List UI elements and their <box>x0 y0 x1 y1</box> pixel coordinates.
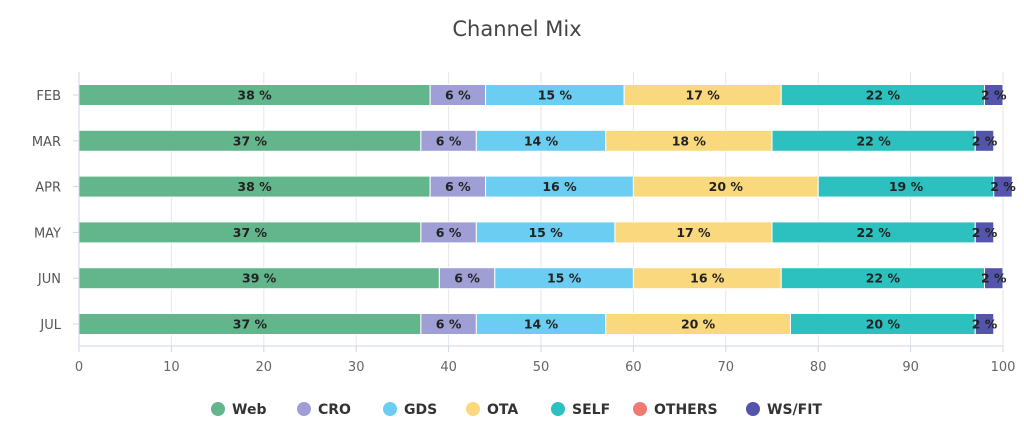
legend-marker <box>466 402 480 416</box>
data-label: 6 % <box>445 88 471 103</box>
legend-label: Web <box>232 402 266 418</box>
legend-marker <box>211 402 225 416</box>
legend-marker <box>746 402 760 416</box>
chart-title: Channel Mix <box>452 17 581 41</box>
data-label: 20 % <box>709 179 744 194</box>
category-label: JUN <box>37 272 61 287</box>
data-label: 14 % <box>524 317 559 332</box>
data-label: 37 % <box>233 225 268 240</box>
data-label: 22 % <box>866 88 901 103</box>
data-label: 22 % <box>866 271 901 286</box>
data-label: 6 % <box>445 179 471 194</box>
legend-label: OTA <box>487 402 518 418</box>
legend-item[interactable]: Web <box>211 402 266 418</box>
data-label: 6 % <box>436 133 462 148</box>
data-label: 38 % <box>237 179 272 194</box>
data-label: 38 % <box>237 88 272 103</box>
data-label: 6 % <box>436 225 462 240</box>
data-label: 22 % <box>856 225 891 240</box>
bar-segment[interactable] <box>993 175 1013 198</box>
bar-segment[interactable] <box>984 267 1004 290</box>
data-label: 16 % <box>690 271 725 286</box>
legend-item[interactable]: OTA <box>466 402 518 418</box>
legend-item[interactable]: GDS <box>383 402 437 418</box>
bars: 38 % 6 % 15 % 17 % 22 % 2 % 37 % 6 % 14 % 18 % 22 … <box>78 84 1016 335</box>
data-label: 17 % <box>676 225 711 240</box>
legend-item[interactable]: OTHERS <box>633 402 718 418</box>
bar-segment[interactable] <box>984 84 1004 106</box>
x-tick-label: 20 <box>256 360 273 375</box>
gridlines <box>78 72 1004 346</box>
legend-item[interactable]: WS/FIT <box>746 402 822 418</box>
data-label: 2 % <box>981 271 1007 286</box>
data-label: 20 % <box>681 317 716 332</box>
x-tick-label: 80 <box>810 360 827 375</box>
x-tick-label: 40 <box>440 360 457 375</box>
data-label: 15 % <box>528 225 563 240</box>
x-tick-label: 90 <box>902 360 919 375</box>
bar-segment[interactable] <box>974 313 995 335</box>
legend-label: CRO <box>318 402 351 418</box>
legend-marker <box>383 402 397 416</box>
legend-marker <box>297 402 311 416</box>
bar-segment[interactable] <box>974 129 995 152</box>
axes: 0 10 20 30 40 50 60 70 80 90 100 FEB MAR APR MAY JUN JUL <box>32 72 1016 375</box>
x-tick-label: 100 <box>991 360 1016 375</box>
data-label: 2 % <box>981 88 1007 103</box>
data-label: 19 % <box>889 179 924 194</box>
legend-item[interactable]: SELF <box>551 402 610 418</box>
data-label: 15 % <box>547 271 582 286</box>
bar-segment[interactable] <box>974 221 995 244</box>
legend-item[interactable]: CRO <box>297 402 351 418</box>
x-tick-label: 60 <box>625 360 642 375</box>
data-label: 2 % <box>972 225 998 240</box>
category-label: FEB <box>36 89 61 104</box>
category-label: MAY <box>34 226 61 241</box>
data-label: 15 % <box>538 88 573 103</box>
category-label: JUL <box>39 318 61 333</box>
data-label: 37 % <box>233 133 268 148</box>
data-label: 22 % <box>856 133 891 148</box>
legend-label: GDS <box>404 402 437 418</box>
data-label: 39 % <box>242 271 277 286</box>
x-tick-label: 0 <box>75 360 83 375</box>
data-label: 16 % <box>542 179 577 194</box>
x-tick-label: 30 <box>348 360 365 375</box>
category-label: APR <box>35 181 61 196</box>
data-label: 2 % <box>972 317 998 332</box>
data-label: 18 % <box>672 133 707 148</box>
legend-label: WS/FIT <box>767 402 822 418</box>
data-label: 14 % <box>524 133 559 148</box>
legend-marker <box>551 402 565 416</box>
legend-marker <box>633 402 647 416</box>
data-label: 6 % <box>454 271 480 286</box>
legend-label: OTHERS <box>654 402 718 418</box>
data-label: 6 % <box>436 317 462 332</box>
legend-label: SELF <box>572 402 610 418</box>
x-tick-label: 10 <box>163 360 180 375</box>
data-label: 17 % <box>686 88 721 103</box>
category-label: MAR <box>32 135 61 150</box>
data-label: 37 % <box>233 317 268 332</box>
data-label: 2 % <box>990 179 1016 194</box>
data-label: 2 % <box>972 133 998 148</box>
data-label: 20 % <box>866 317 901 332</box>
x-tick-label: 70 <box>718 360 735 375</box>
x-tick-label: 50 <box>533 360 550 375</box>
legend[interactable]: Web CRO GDS OTA SELF OTHERS WS/FIT <box>211 402 822 418</box>
